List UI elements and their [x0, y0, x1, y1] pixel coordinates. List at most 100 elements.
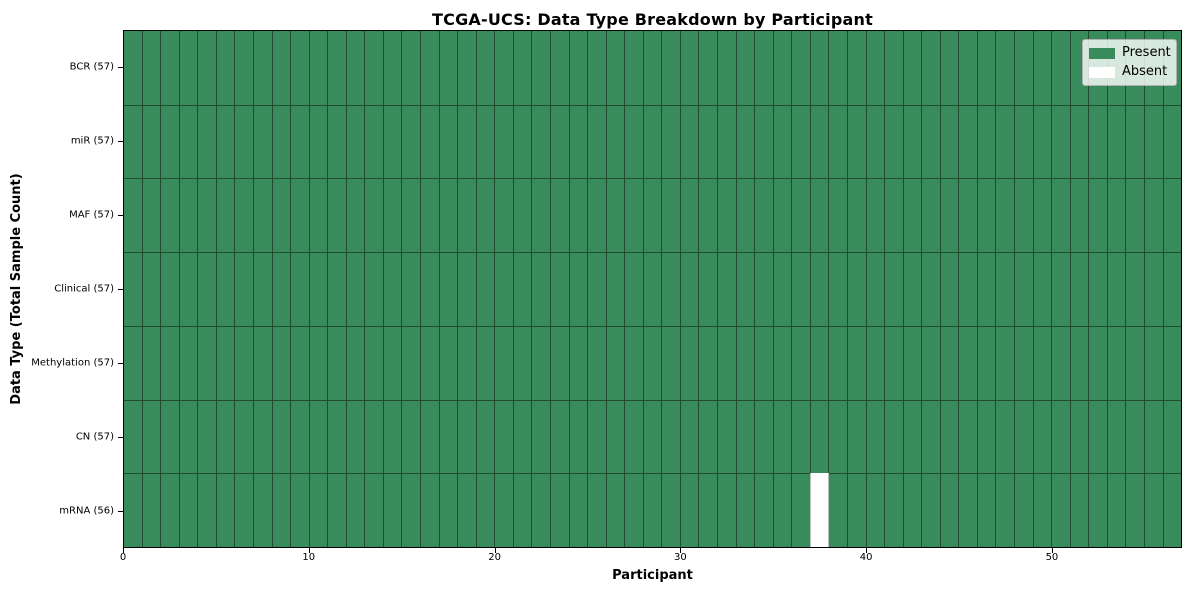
heatmap-cell	[959, 473, 978, 548]
heatmap-row-mrna	[124, 473, 1182, 548]
heatmap-cell	[550, 31, 570, 105]
heatmap-cell	[476, 104, 496, 179]
heatmap-cell	[736, 325, 756, 400]
heatmap-cell	[588, 31, 607, 105]
heatmap-cell	[328, 104, 347, 179]
heatmap-cell	[421, 473, 440, 548]
heatmap-cell	[922, 178, 941, 253]
y-tick-mark	[118, 436, 123, 438]
y-tick-mark	[118, 362, 123, 364]
heatmap-cell	[161, 399, 180, 474]
heatmap-cell	[662, 178, 681, 253]
heatmap-cell	[365, 31, 384, 105]
heatmap-cell	[216, 104, 236, 179]
heatmap-cell	[940, 473, 960, 548]
heatmap-cell	[495, 31, 514, 105]
heatmap-cell	[346, 178, 366, 253]
heatmap-cell	[1126, 178, 1145, 253]
heatmap-cell	[253, 325, 273, 400]
heatmap-row-methylation	[124, 325, 1182, 400]
heatmap-cell	[1033, 178, 1053, 253]
y-tick-label: BCR (57)	[69, 61, 114, 73]
heatmap-cell	[476, 325, 496, 400]
heatmap-cell	[569, 31, 589, 105]
heatmap-cell	[662, 473, 681, 548]
heatmap-cell	[903, 31, 923, 105]
heatmap-cell	[402, 178, 421, 253]
heatmap-cell	[402, 104, 421, 179]
heatmap-cell	[588, 178, 607, 253]
heatmap-cell	[718, 104, 737, 179]
heatmap-cell	[365, 399, 384, 474]
heatmap-cell	[1052, 473, 1071, 548]
heatmap-cell	[124, 178, 143, 253]
heatmap-cell	[198, 399, 217, 474]
heatmap-cell	[383, 325, 403, 400]
heatmap-cell	[513, 178, 533, 253]
heatmap-cell	[532, 178, 551, 253]
heatmap-cell	[680, 252, 700, 326]
heatmap-cell	[643, 178, 663, 253]
heatmap-cell	[346, 399, 366, 474]
heatmap-cell	[124, 399, 143, 474]
heatmap-cell	[198, 178, 217, 253]
heatmap-cell	[495, 178, 514, 253]
heatmap-cell	[253, 473, 273, 548]
heatmap-cell	[606, 252, 626, 326]
heatmap-cell	[216, 252, 236, 326]
heatmap-cell	[198, 104, 217, 179]
heatmap-cell	[977, 473, 997, 548]
heatmap-cell	[736, 104, 756, 179]
heatmap-cell	[903, 473, 923, 548]
legend-item-present: Present	[1089, 46, 1171, 60]
heatmap-cell	[124, 325, 143, 400]
heatmap-cell	[922, 473, 941, 548]
heatmap-cell	[977, 399, 997, 474]
heatmap-cell	[532, 31, 551, 105]
heatmap-cell	[736, 178, 756, 253]
heatmap-cell	[476, 252, 496, 326]
heatmap-cell	[309, 325, 329, 400]
heatmap-cell	[458, 178, 477, 253]
heatmap-cell	[179, 104, 199, 179]
heatmap-cell	[161, 104, 180, 179]
heatmap-cell	[810, 252, 830, 326]
heatmap-cell	[588, 104, 607, 179]
heatmap-cell	[1033, 325, 1053, 400]
heatmap-cell	[829, 31, 848, 105]
heatmap-cell	[161, 473, 180, 548]
heatmap-cell	[1070, 399, 1090, 474]
heatmap-cell	[699, 104, 718, 179]
heatmap-cell	[1107, 104, 1127, 179]
heatmap-cell	[253, 252, 273, 326]
heatmap-cell	[792, 104, 811, 179]
heatmap-cell	[718, 473, 737, 548]
heatmap-cell	[439, 325, 459, 400]
heatmap-cell	[718, 178, 737, 253]
heatmap-cell	[476, 31, 496, 105]
heatmap-cell	[625, 399, 644, 474]
heatmap-cell	[1015, 252, 1034, 326]
heatmap-cell	[272, 31, 292, 105]
heatmap-cell	[253, 399, 273, 474]
heatmap-cell	[1052, 252, 1071, 326]
heatmap-cell	[996, 31, 1015, 105]
heatmap-cell	[161, 252, 180, 326]
heatmap-cell	[977, 178, 997, 253]
heatmap-cell	[885, 31, 904, 105]
heatmap-cell	[272, 252, 292, 326]
heatmap-cell	[402, 325, 421, 400]
heatmap-cell	[179, 473, 199, 548]
heatmap-cell	[235, 399, 254, 474]
heatmap-cell	[885, 178, 904, 253]
heatmap-cell	[179, 31, 199, 105]
heatmap-row-bcr	[124, 31, 1182, 105]
x-tick-label: 40	[859, 552, 873, 563]
heatmap-cell	[142, 399, 162, 474]
heatmap-cell	[402, 252, 421, 326]
heatmap-cell	[1052, 31, 1071, 105]
heatmap-cell	[421, 178, 440, 253]
heatmap-cell	[885, 252, 904, 326]
heatmap-cell	[680, 325, 700, 400]
